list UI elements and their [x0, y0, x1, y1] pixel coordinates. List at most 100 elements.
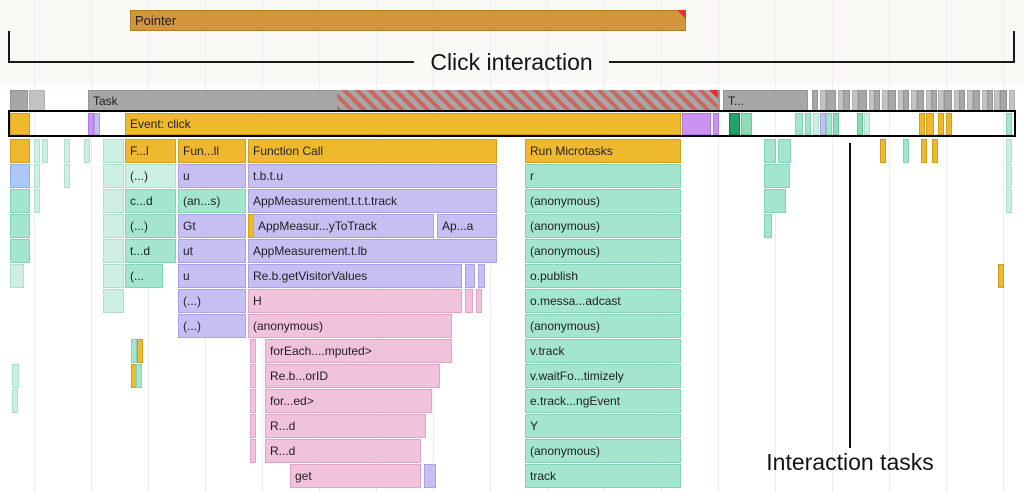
flame-bar[interactable]: [136, 364, 142, 388]
flame-bar[interactable]: [764, 214, 772, 238]
flame-bar[interactable]: [921, 139, 927, 163]
flame-bar-o-messa-adcast[interactable]: o.messa...adcast: [525, 289, 681, 313]
flame-bar[interactable]: [10, 139, 30, 163]
task-bar[interactable]: [826, 90, 836, 111]
flame-bar[interactable]: [932, 139, 938, 163]
flame-bar[interactable]: [764, 164, 790, 188]
flame-bar-ap-a[interactable]: Ap...a: [437, 214, 497, 238]
flame-bar[interactable]: [42, 139, 48, 163]
flame-bar-r-d[interactable]: R...d: [265, 414, 426, 438]
flame-bar[interactable]: [103, 164, 124, 188]
flame-bar-anonymous[interactable]: (anonymous): [525, 214, 681, 238]
flame-bar[interactable]: [778, 139, 791, 163]
flame-bar[interactable]: [131, 339, 137, 363]
long-task-indicator[interactable]: [709, 90, 718, 99]
interaction-overrun-indicator[interactable]: [677, 10, 686, 19]
flame-bar[interactable]: [1006, 189, 1012, 213]
flame-bar[interactable]: (...): [125, 214, 176, 238]
task-bar[interactable]: T...: [723, 90, 808, 111]
flame-bar-f-l[interactable]: F...l: [125, 139, 176, 163]
flame-bar[interactable]: [34, 164, 40, 188]
flame-bar-anonymous[interactable]: (anonymous): [525, 314, 681, 338]
flame-bar[interactable]: [764, 139, 776, 163]
flame-bar-t-b-t-u[interactable]: t.b.t.u: [248, 164, 497, 188]
task-bar[interactable]: [944, 90, 952, 111]
flame-bar-v-waitfo-timizely[interactable]: v.waitFo...timizely: [525, 364, 681, 388]
flame-bar[interactable]: [84, 139, 90, 163]
event-bar[interactable]: [813, 113, 819, 135]
interaction-tasks-label[interactable]: Interaction tasks: [766, 449, 934, 475]
event-bar[interactable]: [857, 113, 863, 135]
event-click-bar[interactable]: Event: click: [125, 113, 681, 135]
flame-bar-fun-ll[interactable]: Fun...ll: [178, 139, 246, 163]
click-interaction-label[interactable]: Click interaction: [430, 48, 593, 75]
event-bar[interactable]: [826, 113, 832, 135]
flame-bar-gt[interactable]: Gt: [178, 214, 246, 238]
flame-bar[interactable]: [10, 239, 30, 263]
pointer-interaction-bar[interactable]: Pointer: [130, 10, 686, 31]
flame-bar[interactable]: [764, 189, 786, 213]
event-bar[interactable]: [729, 113, 740, 135]
flame-bar-foreach-mputed[interactable]: forEach....mputed>: [265, 339, 452, 363]
event-bar[interactable]: [926, 113, 934, 135]
flame-bar-anonymous[interactable]: (anonymous): [525, 189, 681, 213]
flame-bar[interactable]: (...: [125, 264, 163, 288]
task-bar[interactable]: [812, 90, 818, 111]
flame-bar-v-track[interactable]: v.track: [525, 339, 681, 363]
task-bar[interactable]: [1000, 90, 1007, 111]
flame-bar[interactable]: [424, 464, 436, 488]
flame-bar[interactable]: [103, 239, 124, 263]
flame-bar[interactable]: [34, 139, 40, 163]
flame-bar[interactable]: [10, 214, 30, 238]
flame-bar[interactable]: [880, 139, 886, 163]
flame-bar-ut[interactable]: ut: [178, 239, 246, 263]
event-bar[interactable]: [946, 113, 952, 135]
flame-bar[interactable]: [465, 264, 475, 288]
event-bar[interactable]: [833, 113, 839, 135]
flame-bar[interactable]: [903, 139, 909, 163]
event-bar[interactable]: [713, 113, 719, 135]
task-bar[interactable]: [843, 90, 850, 111]
task-bar[interactable]: [1009, 90, 1015, 111]
flame-bar[interactable]: [250, 339, 256, 363]
flame-bar[interactable]: [10, 189, 30, 213]
flame-bar-track[interactable]: track: [525, 464, 681, 488]
flame-bar[interactable]: [103, 264, 124, 288]
flame-bar-r[interactable]: r: [525, 164, 681, 188]
flame-bar[interactable]: [12, 389, 18, 413]
event-bar[interactable]: [741, 113, 752, 135]
flame-bar-appmeasurement-t-t-t-track[interactable]: AppMeasurement.t.t.t.track: [248, 189, 497, 213]
flame-bar[interactable]: [250, 439, 256, 463]
flame-bar-appmeasur-ytotrack[interactable]: AppMeasur...yToTrack: [253, 214, 434, 238]
task-bar[interactable]: [973, 90, 980, 111]
event-bar[interactable]: [919, 113, 925, 135]
flame-bar[interactable]: [1006, 164, 1012, 188]
event-bar[interactable]: [10, 113, 30, 135]
flame-bar-h[interactable]: H: [248, 289, 462, 313]
event-bar[interactable]: [938, 113, 944, 135]
flame-bar[interactable]: [137, 339, 143, 363]
flame-bar[interactable]: [476, 289, 482, 313]
flame-bar-t-d[interactable]: t...d: [125, 239, 176, 263]
event-bar[interactable]: [682, 113, 711, 135]
task-bar[interactable]: [874, 90, 880, 111]
flame-bar[interactable]: [10, 164, 30, 188]
flame-bar-o-publish[interactable]: o.publish: [525, 264, 681, 288]
task-bar[interactable]: [931, 90, 937, 111]
flame-bar-for-ed[interactable]: for...ed>: [265, 389, 432, 413]
flame-bar[interactable]: [1006, 139, 1012, 163]
flame-bar[interactable]: [103, 189, 124, 213]
flame-bar[interactable]: [465, 289, 473, 313]
task-bar[interactable]: [959, 90, 965, 111]
task-bar[interactable]: [29, 90, 45, 111]
event-bar[interactable]: [820, 113, 826, 135]
flame-bar-re-b-getvisitorvalues[interactable]: Re.b.getVisitorValues: [248, 264, 462, 288]
flame-bar[interactable]: [103, 139, 124, 163]
flame-bar[interactable]: [64, 164, 70, 188]
event-bar[interactable]: [864, 113, 870, 135]
flame-bar[interactable]: [103, 289, 124, 313]
flame-bar[interactable]: [250, 414, 256, 438]
event-bar[interactable]: [1006, 113, 1012, 135]
flame-bar[interactable]: [998, 264, 1004, 288]
event-bar[interactable]: [805, 113, 811, 135]
